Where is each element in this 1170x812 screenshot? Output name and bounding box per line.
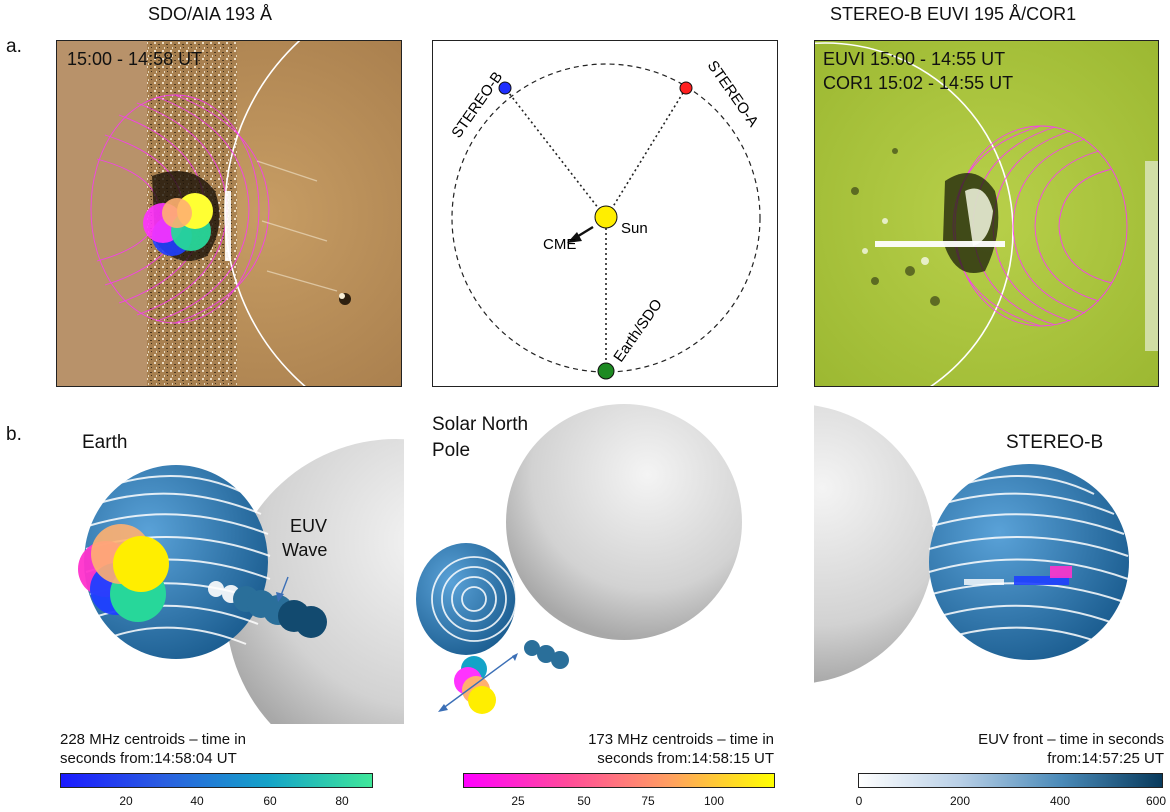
north-pole-label-line1: Solar North [432, 414, 529, 435]
stereo-b-view-3d: STEREO-B [814, 404, 1160, 724]
colorbar1-tick: 20 [119, 794, 133, 808]
colorbar3-tick: 0 [855, 794, 863, 808]
cme-arrow-icon [567, 232, 582, 243]
orbit-circle [451, 63, 761, 373]
stereo-b-view-canvas [814, 405, 1129, 683]
row-b-label: b. [6, 424, 22, 445]
stereo-a-label: STEREO-A [704, 58, 762, 131]
stereo-a-marker [679, 81, 693, 95]
aia-time-text: 15:00 - 14:58 UT [67, 49, 203, 69]
earth-view-label: Earth [82, 432, 128, 453]
stereo-image-canvas [815, 41, 1158, 386]
stereo-b-label: STEREO-B [448, 69, 506, 142]
north-pole-canvas [416, 404, 742, 714]
sun-sphere [226, 439, 404, 724]
colorbar1-tick: 80 [335, 794, 349, 808]
colorbar1-tick: 60 [263, 794, 277, 808]
euv-wave-label-line1: EUV [290, 516, 328, 536]
colorbar2-tick: 50 [577, 794, 591, 808]
colorbar2-tick: 25 [511, 794, 525, 808]
earth-view-3d: Earth EUV Wave [56, 404, 404, 724]
colorbar3 [858, 773, 1163, 788]
stereo-b-marker [498, 81, 512, 95]
colorbar1-label-line1: 228 MHz centroids – time in [60, 731, 246, 748]
north-pole-view-3d: Solar North Pole [414, 404, 776, 724]
sun-sphere-pole [506, 404, 742, 640]
euv-wave-label-line2: Wave [282, 540, 328, 560]
colorbar2-label-line2: seconds from:14:58:15 UT [597, 750, 774, 767]
colorbar3-tick: 200 [949, 794, 971, 808]
aia-image-canvas [57, 41, 401, 386]
colorbar2-label-line1: 173 MHz centroids – time in [588, 731, 774, 748]
earth-sdo-label: Earth/SDO [610, 296, 666, 365]
sun-sphere-stereo [814, 405, 934, 683]
sun-marker [594, 205, 618, 229]
colorbar3-tick: 600 [1145, 794, 1167, 808]
earth-view-canvas [78, 439, 404, 724]
cme-label: CME [543, 236, 576, 253]
aia-panel-title: SDO/AIA 193 Å [148, 4, 273, 24]
colorbar3-label-line1: EUV front – time in seconds [978, 731, 1164, 748]
colorbar3-tick: 400 [1049, 794, 1071, 808]
earth-marker [597, 362, 615, 380]
colorbar2 [463, 773, 775, 788]
stereo-panel-title: STEREO-B EUVI 195 Å/COR1 [830, 4, 1077, 24]
colorbar1-label-line2: seconds from:14:58:04 UT [60, 750, 237, 767]
colorbar1 [60, 773, 373, 788]
colorbar2-tick: 100 [703, 794, 725, 808]
stereo-b-difference-image: EUVI 15:00 - 14:55 UT COR1 15:02 - 14:55… [814, 40, 1159, 387]
aia-difference-image: 15:00 - 14:58 UT [56, 40, 402, 387]
spacecraft-geometry-diagram: STEREO-B STEREO-A Sun CME Earth/SDO [432, 40, 778, 387]
cor1-time-text: COR1 15:02 - 14:55 UT [823, 73, 1014, 93]
sun-label: Sun [621, 220, 648, 237]
north-pole-label-line2: Pole [432, 440, 471, 461]
colorbar1-tick: 40 [190, 794, 204, 808]
euvi-time-text: EUVI 15:00 - 14:55 UT [823, 49, 1006, 69]
geometry-canvas: STEREO-B STEREO-A Sun CME Earth/SDO [448, 58, 762, 380]
colorbar3-label-line2: from:14:57:25 UT [1047, 750, 1164, 767]
colorbar2-tick: 75 [641, 794, 655, 808]
stereo-b-view-label: STEREO-B [1006, 432, 1104, 453]
row-a-label: a. [6, 36, 22, 57]
